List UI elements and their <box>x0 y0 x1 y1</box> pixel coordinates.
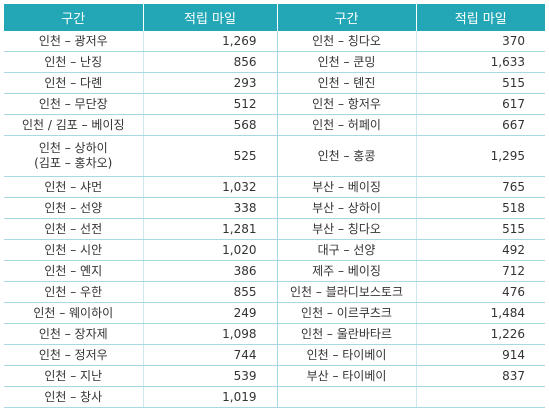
mile-cell-right <box>416 386 545 408</box>
route-cell-right: 제주 – 베이징 <box>277 260 417 282</box>
table-row: 인천 – 난징 856 인천 – 쿤밍 1,633 <box>4 51 545 73</box>
mile-cell-left: 525 <box>143 135 278 177</box>
mile-cell-left: 1,269 <box>143 31 278 52</box>
header-route-right: 구간 <box>277 4 417 31</box>
route-cell-left: 인천 – 상하이 (김포 – 홍차오) <box>4 135 144 177</box>
route-cell-left: 인천 – 난징 <box>4 51 144 73</box>
route-cell-left: 인천 – 시안 <box>4 239 144 261</box>
table-row: 인천 – 시안 1,020 대구 – 선양 492 <box>4 239 545 261</box>
mile-cell-left: 1,020 <box>143 239 278 261</box>
table-row: 인천 – 옌지 386 제주 – 베이징 712 <box>4 260 545 282</box>
table-row: 인천 – 정저우 744 인천 – 타이베이 914 <box>4 344 545 366</box>
route-cell-left: 인천 – 선전 <box>4 218 144 240</box>
route-cell-right: 부산 – 상하이 <box>277 197 417 219</box>
header-mile-left: 적립 마일 <box>143 4 278 31</box>
route-cell-left: 인천 – 광저우 <box>4 31 144 52</box>
route-cell-right: 인천 – 블라디보스토크 <box>277 281 417 303</box>
mile-cell-right: 1,226 <box>416 323 545 345</box>
mile-cell-right: 914 <box>416 344 545 366</box>
header-route-left: 구간 <box>4 4 144 31</box>
table-row: 인천 – 다롄 293 인천 – 톈진 515 <box>4 72 545 94</box>
table-row: 인천 – 상하이 (김포 – 홍차오) 525 인천 – 홍콩 1,295 <box>4 135 545 177</box>
header-row: 구간 적립 마일 구간 적립 마일 <box>4 4 545 31</box>
mile-cell-left: 539 <box>143 365 278 387</box>
mile-cell-right: 765 <box>416 176 545 198</box>
mile-cell-right: 370 <box>416 31 545 52</box>
route-cell-right: 인천 – 항저우 <box>277 93 417 115</box>
mile-cell-right: 518 <box>416 197 545 219</box>
route-cell-left: 인천 – 샤먼 <box>4 176 144 198</box>
mile-cell-left: 293 <box>143 72 278 94</box>
route-cell-left: 인천 / 김포 – 베이징 <box>4 114 144 136</box>
mile-cell-left: 568 <box>143 114 278 136</box>
mile-cell-right: 837 <box>416 365 545 387</box>
route-cell-left: 인천 – 우한 <box>4 281 144 303</box>
route-cell-left: 인천 – 정저우 <box>4 344 144 366</box>
mile-cell-left: 855 <box>143 281 278 303</box>
route-cell-right: 인천 – 이르쿠츠크 <box>277 302 417 324</box>
mile-cell-left: 386 <box>143 260 278 282</box>
route-cell-left: 인천 – 지난 <box>4 365 144 387</box>
route-cell-left: 인천 – 창사 <box>4 386 144 408</box>
table-row: 인천 – 장자제 1,098 인천 – 울란바타르 1,226 <box>4 323 545 345</box>
route-cell-left: 인천 – 장자제 <box>4 323 144 345</box>
mile-cell-left: 338 <box>143 197 278 219</box>
route-cell-left: 인천 – 무단장 <box>4 93 144 115</box>
mile-cell-left: 512 <box>143 93 278 115</box>
route-cell-right: 부산 – 베이징 <box>277 176 417 198</box>
mile-cell-right: 667 <box>416 114 545 136</box>
route-cell-right <box>277 386 417 408</box>
route-cell-right: 인천 – 쿤밍 <box>277 51 417 73</box>
table-row: 인천 – 샤먼 1,032 부산 – 베이징 765 <box>4 176 545 198</box>
mile-cell-left: 1,032 <box>143 176 278 198</box>
route-cell-right: 인천 – 칭다오 <box>277 31 417 52</box>
route-cell-right: 인천 – 톈진 <box>277 72 417 94</box>
mile-cell-right: 515 <box>416 72 545 94</box>
mile-cell-left: 856 <box>143 51 278 73</box>
route-cell-right: 인천 – 허페이 <box>277 114 417 136</box>
mile-cell-right: 476 <box>416 281 545 303</box>
mile-cell-right: 617 <box>416 93 545 115</box>
route-cell-left: 인천 – 웨이하이 <box>4 302 144 324</box>
table-row: 인천 – 선전 1,281 부산 – 칭다오 515 <box>4 218 545 240</box>
table-row: 인천 – 선양 338 부산 – 상하이 518 <box>4 197 545 219</box>
mile-cell-right: 515 <box>416 218 545 240</box>
table-row: 인천 – 무단장 512 인천 – 항저우 617 <box>4 93 545 115</box>
mile-cell-right: 1,295 <box>416 135 545 177</box>
header-mile-right: 적립 마일 <box>416 4 545 31</box>
mile-cell-left: 1,019 <box>143 386 278 408</box>
table-row: 인천 / 김포 – 베이징 568 인천 – 허페이 667 <box>4 114 545 136</box>
mile-cell-right: 1,484 <box>416 302 545 324</box>
route-cell-left: 인천 – 다롄 <box>4 72 144 94</box>
mile-cell-right: 1,633 <box>416 51 545 73</box>
mile-cell-left: 249 <box>143 302 278 324</box>
mile-cell-left: 744 <box>143 344 278 366</box>
route-cell-right: 인천 – 울란바타르 <box>277 323 417 345</box>
table-row: 인천 – 광저우 1,269 인천 – 칭다오 370 <box>4 31 545 52</box>
mile-cell-left: 1,281 <box>143 218 278 240</box>
table-row: 인천 – 우한 855 인천 – 블라디보스토크 476 <box>4 281 545 303</box>
table-row: 인천 – 웨이하이 249 인천 – 이르쿠츠크 1,484 <box>4 302 545 324</box>
route-cell-right: 인천 – 타이베이 <box>277 344 417 366</box>
mile-cell-right: 712 <box>416 260 545 282</box>
mile-cell-right: 492 <box>416 239 545 261</box>
mile-cell-left: 1,098 <box>143 323 278 345</box>
route-cell-right: 인천 – 홍콩 <box>277 135 417 177</box>
mileage-table: 구간 적립 마일 구간 적립 마일 인천 – 광저우 1,269 인천 – 칭다오 3… <box>4 4 545 408</box>
route-cell-right: 부산 – 칭다오 <box>277 218 417 240</box>
table-row: 인천 – 창사 1,019 <box>4 386 545 408</box>
route-cell-right: 대구 – 선양 <box>277 239 417 261</box>
route-cell-right: 부산 – 타이베이 <box>277 365 417 387</box>
route-cell-left: 인천 – 선양 <box>4 197 144 219</box>
route-cell-left: 인천 – 옌지 <box>4 260 144 282</box>
table-row: 인천 – 지난 539 부산 – 타이베이 837 <box>4 365 545 387</box>
